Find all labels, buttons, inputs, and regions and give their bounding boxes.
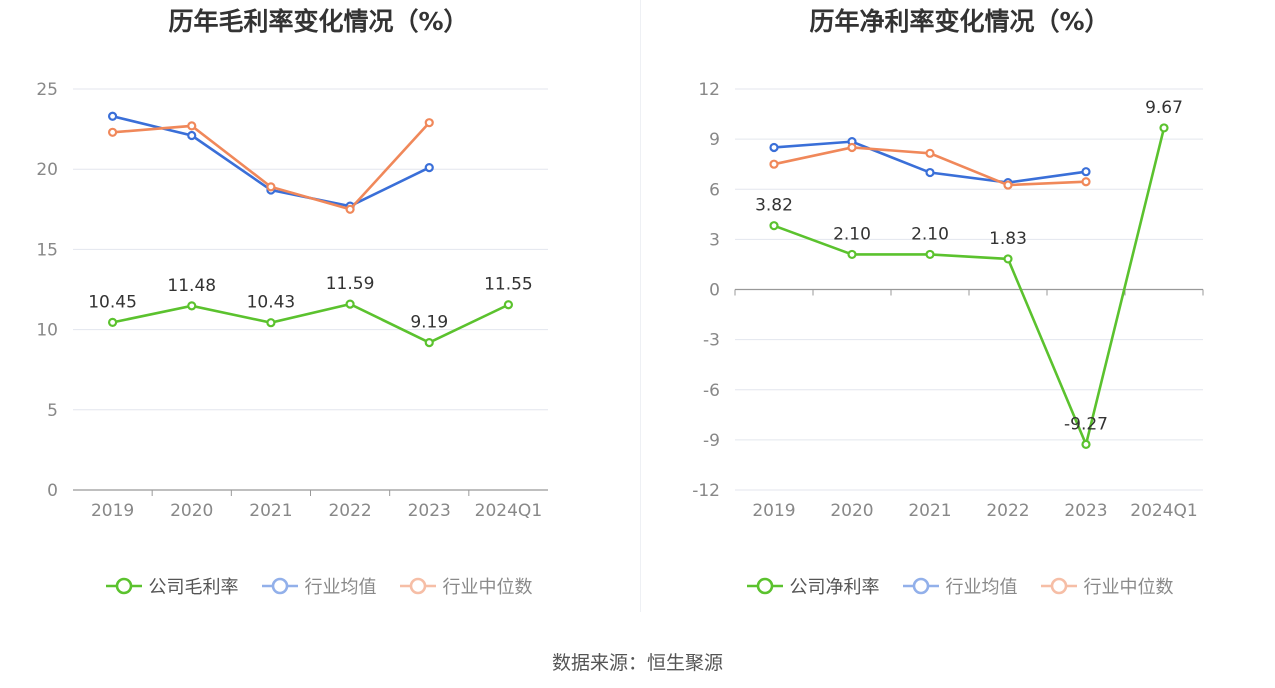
legend-label: 行业均值 [945,577,1018,598]
y-tick-label: -12 [692,481,720,501]
legend-item[interactable]: 公司毛利率 [105,573,239,599]
y-tick-label: -9 [703,431,720,451]
x-tick-label: 2019 [91,501,134,521]
y-tick-label: 6 [709,180,720,200]
chart-legend: 公司毛利率 行业均值 行业中位数 [0,573,637,599]
data-point[interactable] [424,118,434,128]
net-margin-chart: 12 9 6 3 0 -3 -6 -9 -12 2019 2020 2021 2022 2023 2024Q… [692,80,1204,521]
data-label: 10.45 [88,292,137,312]
x-tick-label: 2021 [249,501,292,521]
data-label: 9.19 [410,313,448,333]
data-label: 11.55 [484,275,533,295]
series-line [112,121,431,211]
y-tick-label: 0 [709,281,720,301]
y-tick-label: -3 [703,331,720,351]
data-point[interactable] [107,317,118,327]
data-point[interactable] [1081,439,1091,449]
data-point[interactable] [424,337,434,348]
panel-divider [640,0,641,612]
legend-label: 公司净利率 [789,577,880,598]
legend-item[interactable]: 行业均值 [261,573,377,599]
data-label: -9.27 [1064,414,1108,434]
y-tick-label: 10 [36,321,58,341]
x-tick-label: 2023 [408,501,451,521]
data-label: 11.48 [167,276,216,296]
x-tick-label: 2020 [830,501,873,521]
gross-margin-chart: 0 5 10 15 20 25 2019 2020 2021 2022 2023 2024Q1 10.4… [36,80,548,521]
legend-label: 公司毛利率 [148,577,239,598]
chart-legend: 公司净利率 行业均值 行业中位数 [641,573,1275,599]
series-line [773,127,1166,449]
y-tick-label: 25 [36,80,58,100]
y-tick-label: 0 [47,481,58,501]
x-tick-label: 2019 [752,501,795,521]
y-tick-label: -6 [703,381,720,401]
data-point[interactable] [107,111,118,121]
data-source-note: 数据来源：恒生聚源 [551,652,723,674]
x-tick-label: 2024Q1 [475,501,542,521]
legend-item[interactable]: 行业中位数 [399,573,533,599]
data-point[interactable] [187,121,197,131]
data-point[interactable] [107,127,118,137]
gross-margin-chart-panel: 历年毛利率变化情况（%） 0 5 10 15 20 25 2019 2020 2021 2022 2… [0,0,637,620]
data-label: 9.67 [1145,98,1183,118]
y-tick-label: 15 [36,240,58,260]
data-point[interactable] [1081,177,1091,187]
legend-item[interactable]: 公司净利率 [746,573,880,599]
line-with-circle-icon [105,577,142,595]
y-tick-label: 5 [47,401,58,421]
data-point[interactable] [503,300,514,310]
data-label: 1.83 [989,229,1027,249]
data-point[interactable] [847,142,857,153]
series-line [112,302,509,345]
y-tick-label: 3 [709,230,720,250]
y-tick-label: 12 [698,80,720,100]
chart-title: 历年毛利率变化情况（%） [168,7,469,36]
data-label: 10.43 [247,293,296,313]
data-label: 3.82 [755,196,793,216]
data-point[interactable] [187,130,197,141]
data-point[interactable] [424,162,434,173]
data-point[interactable] [769,142,779,153]
data-point[interactable] [925,249,935,260]
data-label: 11.59 [326,274,375,294]
data-label: 2.10 [911,224,949,244]
y-tick-label: 9 [709,130,720,150]
data-point[interactable] [925,167,935,178]
x-tick-label: 2022 [986,501,1029,521]
data-point[interactable] [345,204,355,214]
legend-label: 行业中位数 [442,577,533,598]
y-tick-label: 20 [36,160,58,180]
data-point[interactable] [769,159,779,169]
data-label: 2.10 [833,224,871,244]
data-point[interactable] [266,182,276,192]
x-tick-label: 2022 [328,501,371,521]
data-point[interactable] [1003,254,1013,264]
data-point[interactable] [1081,167,1091,177]
net-margin-chart-panel: 历年净利率变化情况（%） 12 9 6 3 0 -3 -6 -9 -12 2019 2020 2021… [641,0,1275,620]
data-point[interactable] [1159,123,1169,133]
data-point[interactable] [266,318,276,328]
line-with-circle-icon [1040,577,1077,595]
x-tick-label: 2020 [170,501,213,521]
data-point[interactable] [925,148,935,158]
line-with-circle-icon [746,577,783,595]
data-point[interactable] [1003,180,1013,190]
data-point[interactable] [345,299,355,309]
x-tick-label: 2023 [1064,501,1107,521]
line-with-circle-icon [261,577,298,595]
legend-item[interactable]: 行业均值 [902,573,1018,599]
data-point[interactable] [847,249,857,260]
legend-label: 行业均值 [304,577,377,598]
x-tick-label: 2021 [908,501,951,521]
legend-label: 行业中位数 [1083,577,1174,598]
line-with-circle-icon [399,577,436,595]
legend-item[interactable]: 行业中位数 [1040,573,1174,599]
data-point[interactable] [187,301,197,311]
chart-title: 历年净利率变化情况（%） [809,7,1110,36]
data-point[interactable] [769,221,779,231]
line-with-circle-icon [902,577,939,595]
x-tick-label: 2024Q1 [1130,501,1197,521]
